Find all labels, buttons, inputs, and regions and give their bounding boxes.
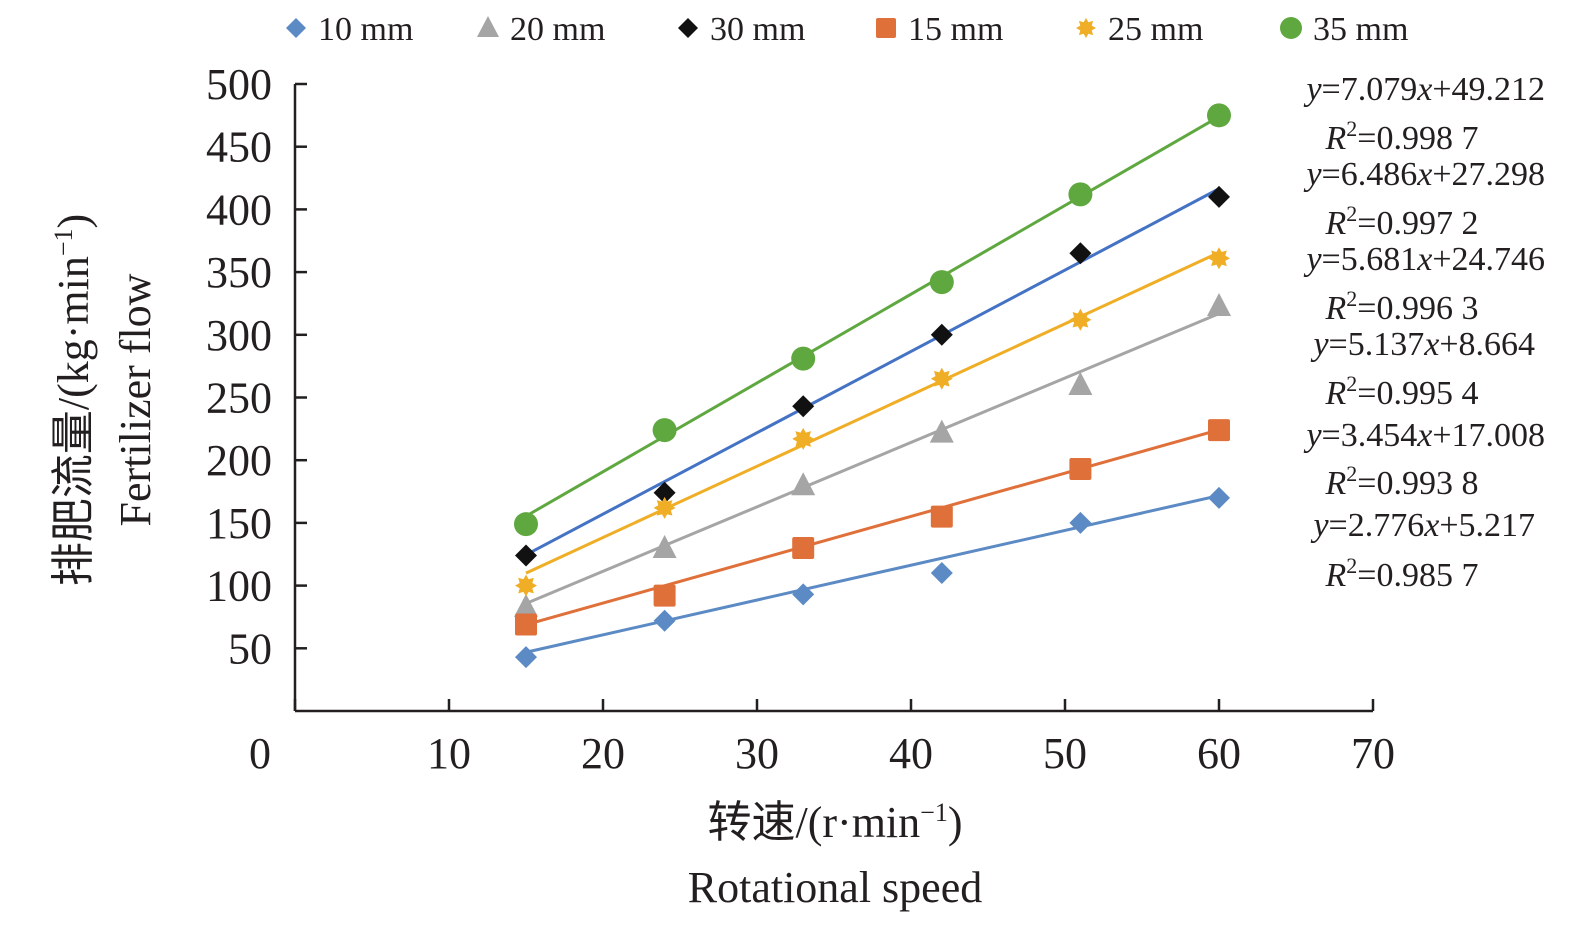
legend-marker-35mm — [1280, 17, 1302, 39]
data-point-15mm — [1208, 419, 1230, 442]
data-point-30mm — [653, 481, 676, 504]
r-squared-30mm: R2=0.997 2 — [1325, 201, 1479, 242]
y-axis-label-en: Fertilizer flow — [111, 273, 160, 526]
data-point-20mm — [1068, 371, 1093, 395]
legend: 10 mm 20 mm 30 mm 15 mm 25 mm 35 mm — [286, 11, 1408, 48]
equation-35mm: y=7.079x+49.212 — [1303, 71, 1545, 108]
y-tick-label: 200 — [206, 436, 272, 485]
data-point-15mm — [792, 536, 815, 559]
r-squared-20mm: R2=0.995 4 — [1325, 371, 1479, 412]
x-axis-label-en: Rotational speed — [688, 863, 983, 912]
data-point-20mm — [929, 419, 954, 443]
data-point-15mm — [930, 505, 953, 528]
fit-line-20mm — [525, 312, 1220, 605]
equation-30mm: y=6.486x+27.298 — [1303, 156, 1545, 193]
data-point-15mm — [1069, 457, 1092, 480]
data-point-35mm — [514, 512, 538, 537]
data-point-25mm — [1069, 308, 1092, 331]
y-tick-label: 450 — [206, 123, 272, 172]
legend-marker-20mm — [477, 16, 499, 37]
legend-label-15mm: 15 mm — [908, 11, 1003, 48]
data-point-20mm — [652, 534, 677, 558]
x-tick-label: 0 — [249, 729, 271, 778]
x-tick-label: 40 — [889, 729, 933, 778]
fit-equations: y=7.079x+49.212 R2=0.998 7y=6.486x+27.298… — [1303, 71, 1545, 594]
data-point-25mm — [930, 367, 953, 390]
data-point-10mm — [930, 562, 953, 585]
r-squared-10mm: R2=0.985 7 — [1325, 553, 1479, 594]
data-point-10mm — [1069, 511, 1092, 534]
fit-line-10mm — [525, 494, 1220, 654]
data-point-10mm — [515, 646, 537, 669]
data-point-35mm — [1207, 103, 1231, 128]
y-tick-label: 300 — [206, 311, 272, 360]
x-tick-label: 70 — [1351, 729, 1395, 778]
fit-line-35mm — [525, 115, 1220, 518]
r-squared-35mm: R2=0.998 7 — [1325, 116, 1479, 157]
legend-marker-30mm — [678, 18, 698, 38]
y-tick-label: 400 — [206, 185, 272, 234]
legend-marker-25mm — [1076, 18, 1096, 38]
equation-10mm: y=2.776x+5.217 — [1310, 507, 1535, 544]
y-tick-label: 350 — [206, 248, 272, 297]
r-squared-15mm: R2=0.993 8 — [1325, 461, 1479, 502]
data-point-25mm — [515, 574, 537, 597]
data-point-30mm — [930, 323, 953, 346]
equation-15mm: y=3.454x+17.008 — [1303, 417, 1545, 454]
x-axis-label-cn: 转速/(r·min−1) — [708, 798, 963, 847]
data-point-10mm — [1208, 486, 1230, 509]
x-tick-label: 10 — [427, 729, 471, 778]
legend-label-25mm: 25 mm — [1108, 11, 1203, 48]
x-tick-label: 30 — [735, 729, 779, 778]
data-point-35mm — [791, 346, 816, 371]
data-point-30mm — [1208, 185, 1230, 208]
equation-25mm: y=5.681x+24.746 — [1303, 241, 1545, 278]
fit-line-15mm — [525, 428, 1220, 627]
r-squared-25mm: R2=0.996 3 — [1325, 286, 1479, 327]
fit-line-30mm — [525, 187, 1220, 557]
data-point-30mm — [515, 544, 537, 567]
data-point-25mm — [653, 496, 676, 519]
data-point-35mm — [652, 418, 677, 443]
y-tick-label: 250 — [206, 374, 272, 423]
data-point-15mm — [653, 584, 676, 607]
data-point-25mm — [1208, 247, 1230, 270]
y-tick-label: 100 — [206, 562, 272, 611]
fit-lines — [525, 115, 1220, 654]
x-tick-label: 50 — [1043, 729, 1087, 778]
y-axis-label-cn: 排肥流量/(kg·min−1) — [49, 214, 98, 586]
y-tick-label: 500 — [206, 60, 272, 109]
equation-20mm: y=5.137x+8.664 — [1310, 326, 1535, 363]
data-point-20mm — [791, 472, 816, 496]
data-point-10mm — [792, 583, 815, 606]
x-tick-label: 20 — [581, 729, 625, 778]
legend-marker-15mm — [876, 18, 896, 38]
data-point-10mm — [653, 609, 676, 632]
axes: 0 10 20 30 40 50 60 70 50 100 150 200 250 300 350 400 45… — [206, 60, 1395, 778]
data-points — [514, 103, 1231, 669]
fit-line-25mm — [525, 251, 1220, 575]
legend-marker-10mm — [286, 18, 306, 38]
data-point-15mm — [515, 613, 537, 636]
data-point-35mm — [1068, 182, 1093, 207]
x-tick-label: 60 — [1197, 729, 1241, 778]
y-tick-label: 150 — [206, 499, 272, 548]
legend-label-35mm: 35 mm — [1313, 11, 1408, 48]
data-point-30mm — [1069, 242, 1092, 265]
data-point-30mm — [792, 395, 815, 418]
data-point-20mm — [514, 593, 538, 617]
legend-label-10mm: 10 mm — [318, 11, 413, 48]
legend-label-30mm: 30 mm — [710, 11, 805, 48]
data-point-35mm — [929, 270, 954, 295]
data-point-25mm — [792, 427, 815, 450]
y-tick-label: 50 — [228, 624, 272, 673]
legend-label-20mm: 20 mm — [510, 11, 605, 48]
data-point-20mm — [1207, 292, 1231, 316]
